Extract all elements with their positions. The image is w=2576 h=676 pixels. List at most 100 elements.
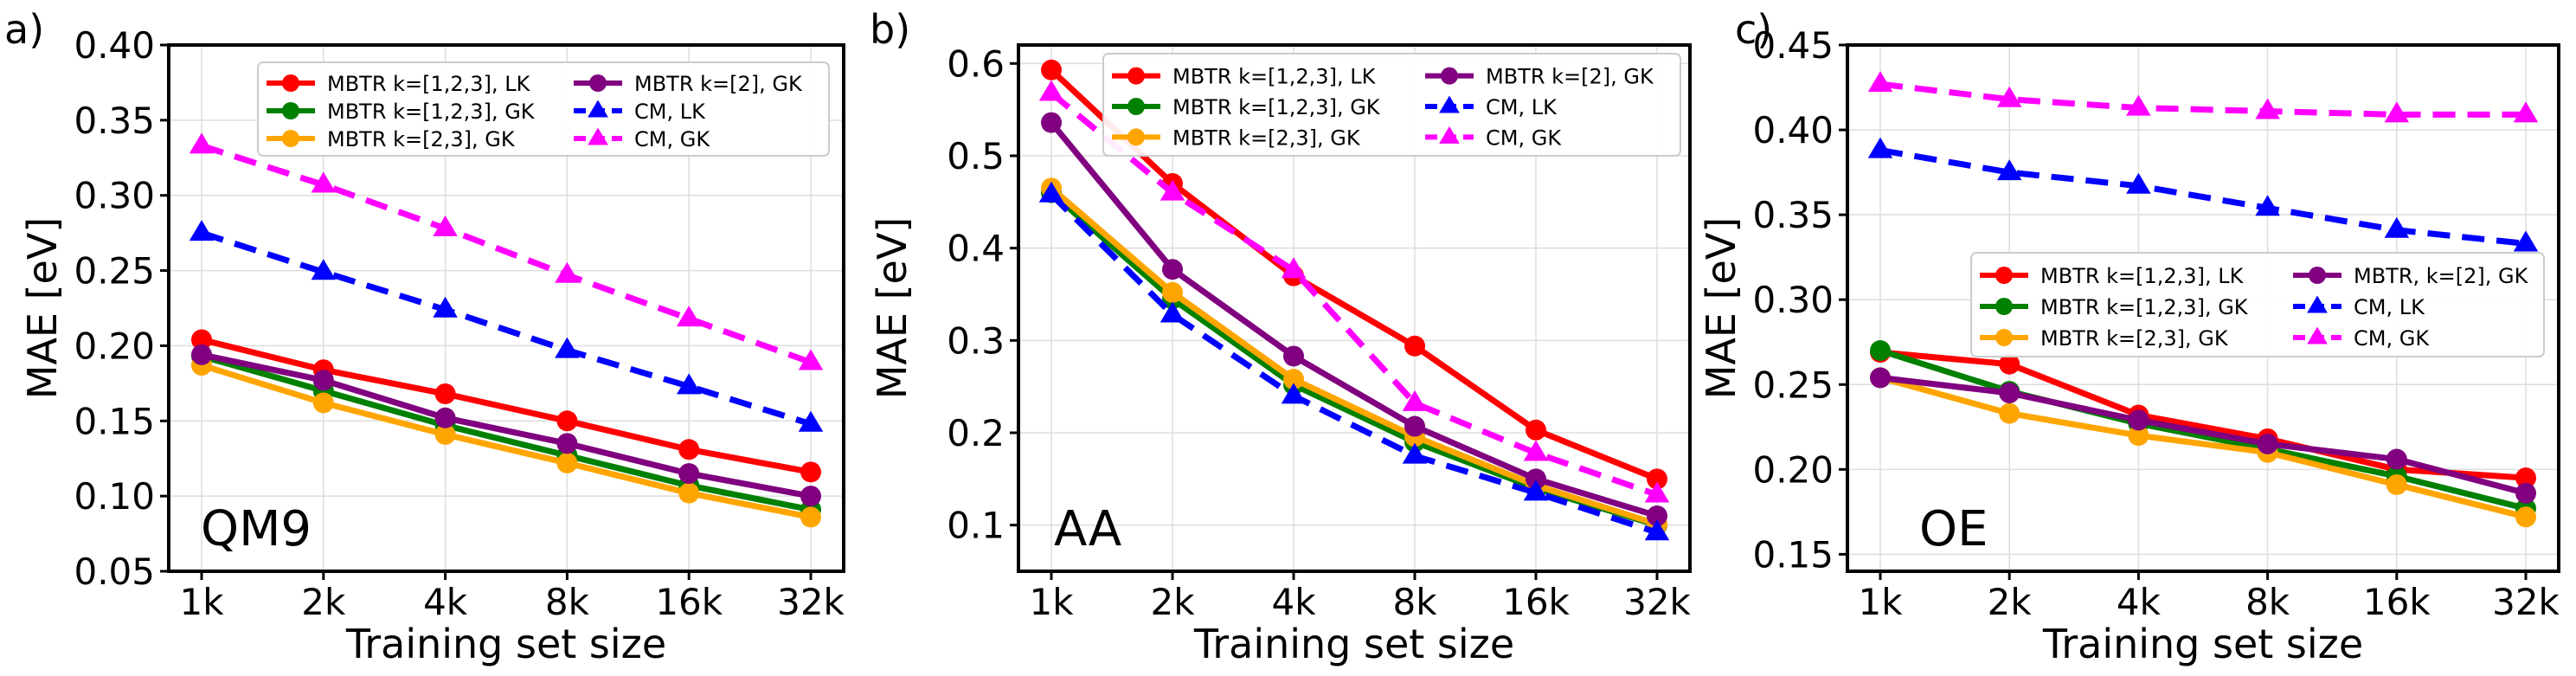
legend-label: CM, LK — [634, 100, 706, 124]
data-point — [1867, 71, 1893, 93]
y-tick-label: 0.1 — [947, 505, 1005, 547]
legend-item: CM, GK — [2293, 326, 2430, 351]
data-point — [1281, 257, 1307, 279]
legend-swatch-marker — [588, 100, 608, 118]
data-point — [1647, 505, 1667, 526]
data-point — [1999, 402, 2020, 424]
series-line — [1879, 349, 2527, 481]
data-point — [2255, 195, 2280, 216]
data-point — [312, 370, 334, 391]
series-3 — [1041, 177, 1667, 535]
data-point — [1402, 442, 1428, 464]
series-line — [1049, 185, 1659, 527]
x-axis-label: Training set size — [345, 621, 666, 667]
legend-box — [1970, 252, 2545, 357]
legend-label: MBTR k=[1,2,3], LK — [2040, 264, 2245, 288]
y-tick-label: 0.40 — [74, 24, 155, 67]
data-point — [2386, 448, 2407, 470]
legend-label: MBTR k=[1,2,3], GK — [327, 100, 536, 124]
y-axis-label: MAE [eV] — [1698, 217, 1744, 400]
data-point — [1644, 481, 1670, 503]
data-point — [678, 482, 700, 504]
panel-letter: c) — [1735, 6, 1772, 53]
series-1 — [191, 329, 821, 483]
axes-frame — [1846, 43, 2560, 573]
y-tick-label: 0.25 — [1752, 364, 1834, 406]
dataset-label: OE — [1919, 501, 1988, 557]
series-5 — [1038, 181, 1670, 541]
y-tick-label: 0.6 — [947, 42, 1005, 85]
legend-label: MBTR k=[1,2,3], GK — [2040, 295, 2249, 319]
data-point — [2513, 101, 2539, 123]
x-tick-label: 32k — [777, 581, 845, 623]
series-line — [201, 353, 812, 513]
x-tick-label: 32k — [2492, 581, 2560, 623]
data-point — [800, 486, 821, 507]
data-point — [1281, 383, 1307, 404]
legend-item: CM, LK — [574, 100, 706, 124]
data-point — [1160, 179, 1185, 201]
data-point — [2257, 433, 2278, 454]
legend-swatch-marker — [282, 130, 299, 147]
series-line — [1879, 374, 2527, 497]
data-point — [1283, 345, 1304, 367]
legend-label: MBTR k=[2], GK — [634, 72, 803, 96]
legend-item: MBTR k=[2,3], GK — [1112, 126, 1361, 150]
legend-label: CM, GK — [634, 127, 710, 151]
data-point — [434, 383, 456, 405]
y-tick-label: 0.40 — [1752, 109, 1834, 151]
data-point — [676, 373, 702, 395]
series-5 — [1867, 137, 2539, 252]
chart-panel-1: 0.05 0.10 0.15 0.20 0.25 0.30 0.35 0.40 1k 2k 4k 8k… — [4, 6, 845, 667]
x-tick-label: 16k — [655, 581, 723, 623]
y-tick-label: 0.3 — [947, 319, 1005, 362]
data-point — [434, 423, 456, 445]
chart-panel-2: 0.1 0.2 0.3 0.4 0.5 0.6 1k 2k 4k 8k 16k 32k Training… — [869, 6, 1692, 667]
legend-label: MBTR k=[2,3], GK — [2040, 326, 2229, 351]
data-point — [556, 410, 578, 432]
series-1 — [1870, 341, 2536, 489]
y-tick-label: 0.10 — [74, 475, 155, 518]
legend-swatch-marker — [282, 102, 299, 119]
legend-swatch-marker — [1995, 298, 2013, 315]
legend-label: MBTR k=[1,2,3], LK — [1172, 65, 1377, 89]
legend-item: CM, GK — [574, 127, 710, 151]
data-point — [1160, 301, 1185, 323]
data-point — [800, 506, 821, 528]
data-point — [1999, 383, 2020, 404]
y-tick-label: 0.35 — [74, 100, 155, 142]
series-6 — [1867, 71, 2539, 123]
legend-item: MBTR k=[1,2,3], LK — [1980, 264, 2245, 288]
series-line — [1879, 147, 2527, 247]
legend-swatch-marker — [1995, 329, 2013, 346]
data-point — [1162, 281, 1183, 303]
data-point — [189, 132, 215, 154]
x-tick-label: 2k — [1150, 581, 1195, 623]
y-tick-label: 0.35 — [1752, 194, 1834, 236]
y-axis-label: MAE [eV] — [869, 217, 915, 400]
data-point — [555, 337, 580, 358]
dataset-label: QM9 — [201, 501, 312, 557]
legend-box — [257, 61, 830, 157]
legend-item: CM, LK — [2293, 295, 2425, 319]
data-point — [1041, 59, 1062, 80]
data-point — [433, 215, 458, 236]
chart-panel-3: 0.15 0.20 0.25 0.30 0.35 0.40 0.45 1k 2k 4k 8k 16k 3… — [1698, 6, 2560, 667]
legend-label: CM, LK — [2354, 295, 2425, 319]
series-line — [1049, 192, 1659, 536]
data-point — [676, 306, 702, 327]
series-line — [1879, 347, 2527, 512]
legend-item: MBTR k=[2], GK — [574, 72, 803, 96]
data-point — [2126, 172, 2151, 194]
data-point — [311, 171, 337, 193]
series-line — [1879, 80, 2526, 118]
data-point — [2384, 101, 2410, 123]
y-tick-label: 0.20 — [74, 325, 155, 367]
legend: MBTR k=[1,2,3], LK MBTR k=[1,2,3], GK MBTR… — [1970, 252, 2545, 357]
legend-item: MBTR k=[1,2,3], LK — [267, 72, 531, 96]
data-point — [678, 439, 700, 460]
legend-item: MBTR k=[2,3], GK — [1980, 326, 2229, 351]
data-point — [1402, 390, 1428, 411]
x-tick-label: 8k — [1392, 581, 1437, 623]
